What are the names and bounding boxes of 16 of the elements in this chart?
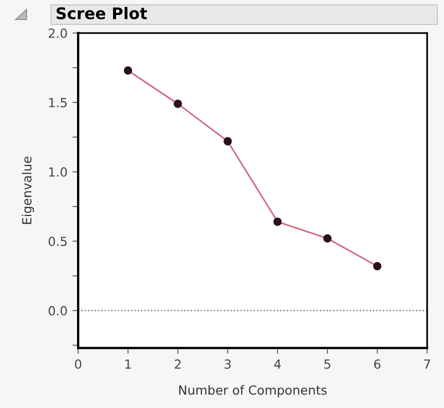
- x-tick-label: 1: [125, 360, 131, 369]
- y-tick-label: 1.5: [49, 98, 67, 108]
- x-tick-label: 4: [274, 360, 281, 369]
- y-tick-label: 1.0: [49, 167, 67, 177]
- x-tick-label: 2: [174, 359, 181, 369]
- x-tick-label: 0: [74, 359, 82, 369]
- x-tick-label: 3: [224, 359, 231, 369]
- y-tick-label: 0.5: [48, 236, 67, 246]
- y-tick-label: 0.0: [48, 306, 67, 316]
- x-tick-label: 5: [324, 360, 330, 369]
- x-axis-title: Number of Components: [179, 385, 327, 398]
- y-tick-label: 2.0: [48, 28, 67, 38]
- x-tick-label: 7: [424, 360, 430, 369]
- chart-title: Scree Plot: [56, 6, 147, 20]
- y-axis-title: Eigenvalue: [22, 156, 34, 224]
- x-tick-label: 6: [374, 359, 380, 369]
